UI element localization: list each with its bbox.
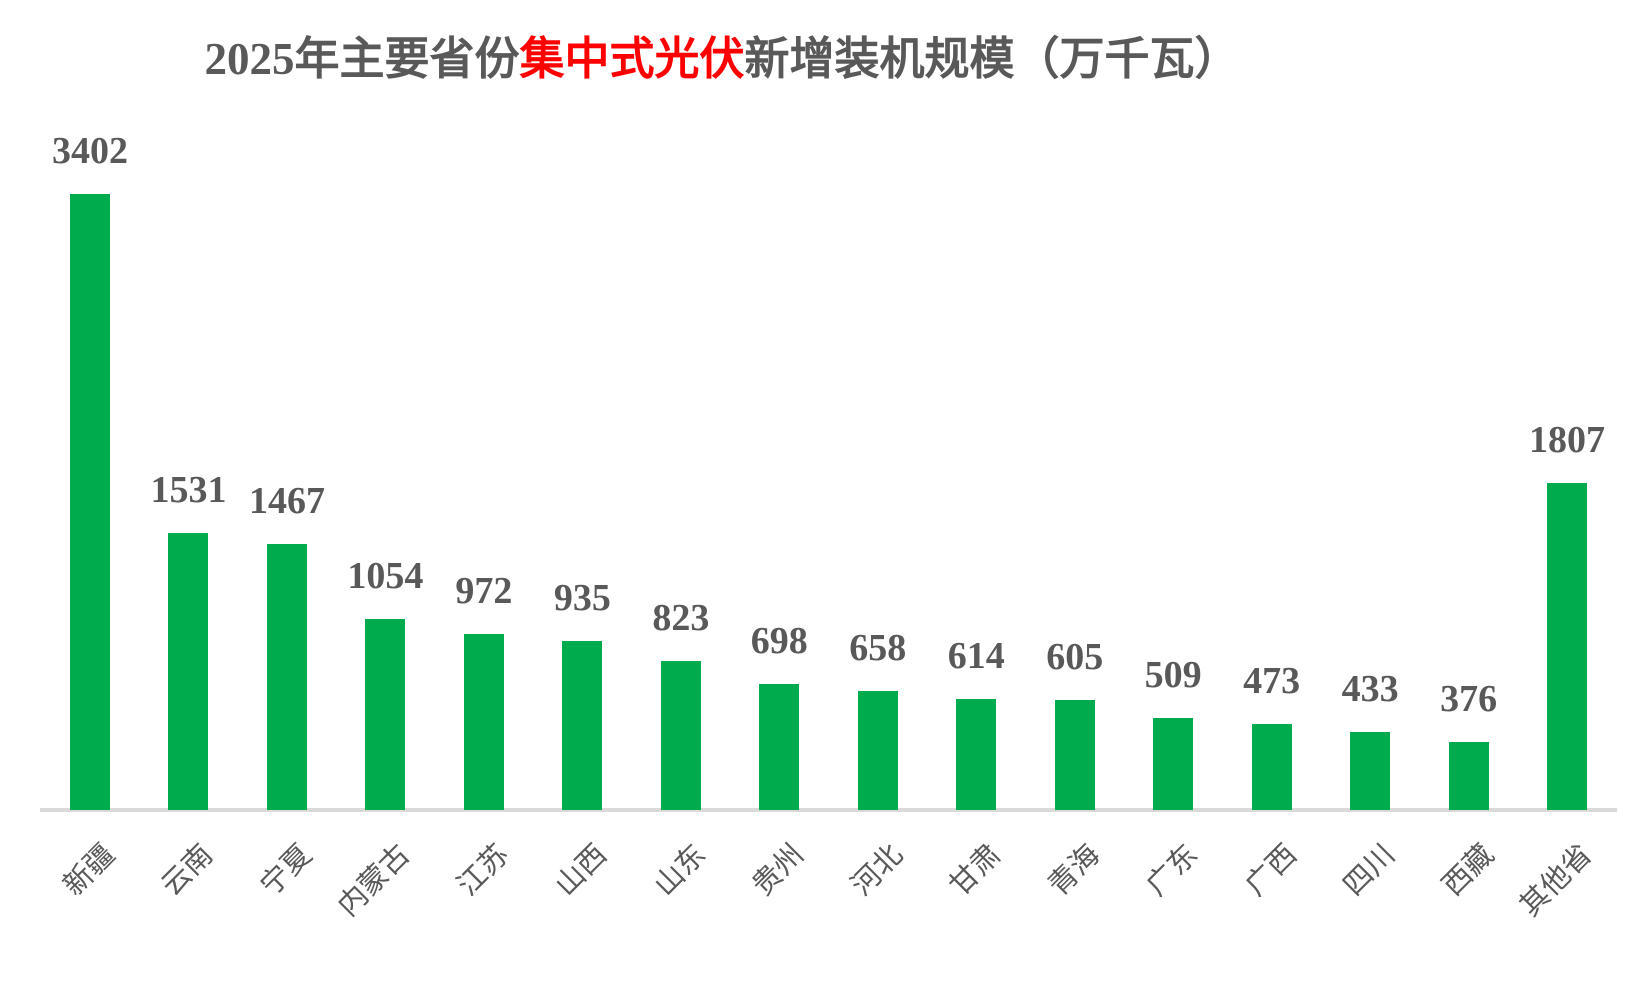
bar-青海 <box>1054 700 1095 810</box>
x-axis-label: 甘肃 <box>943 838 1008 903</box>
bar-贵州 <box>759 684 800 810</box>
bar-value-label: 1467 <box>248 480 325 523</box>
bar-山西 <box>562 641 603 810</box>
bar-江苏 <box>463 634 504 810</box>
x-axis-label: 山西 <box>549 838 614 903</box>
x-axis-label: 其他省 <box>1514 838 1599 923</box>
bar-内蒙古 <box>365 619 406 810</box>
bar-value-label: 509 <box>1144 654 1202 697</box>
x-axis-label: 广东 <box>1140 838 1205 903</box>
x-axis-label: 云南 <box>156 838 220 903</box>
x-axis-label: 广西 <box>1239 838 1303 903</box>
bar-新疆 <box>70 194 110 810</box>
bar-value-label: 614 <box>947 635 1005 678</box>
bar-四川 <box>1350 732 1391 810</box>
bar-value-label: 376 <box>1440 678 1498 721</box>
x-axis-label: 河北 <box>845 838 909 903</box>
x-axis-label: 内蒙古 <box>332 838 417 923</box>
bar-云南 <box>168 533 209 810</box>
x-axis-label: 贵州 <box>746 838 811 903</box>
title-suffix: 新增装机规模（万千瓦） <box>744 34 1240 84</box>
bar-广西 <box>1251 724 1292 810</box>
chart-title: 2025年主要省份集中式光伏新增装机规模（万千瓦） <box>0 34 1444 86</box>
bar-其他省 <box>1547 483 1588 810</box>
x-axis-label: 江苏 <box>451 838 516 903</box>
bar-value-label: 1531 <box>150 469 227 512</box>
bar-value-label: 972 <box>455 570 513 613</box>
bar-西藏 <box>1448 742 1489 810</box>
bar-value-label: 658 <box>849 627 907 670</box>
x-axis-label: 西藏 <box>1436 838 1500 903</box>
x-axis-line <box>40 808 1617 812</box>
title-highlight: 集中式光伏 <box>519 34 745 84</box>
bar-山东 <box>660 661 701 810</box>
x-axis-label: 新疆 <box>57 838 122 903</box>
bar-value-label: 1807 <box>1529 419 1606 462</box>
bar-value-label: 698 <box>750 620 808 663</box>
bar-value-label: 605 <box>1046 636 1104 679</box>
x-axis-label: 宁夏 <box>254 838 319 903</box>
bar-value-label: 823 <box>652 597 710 640</box>
bar-value-label: 433 <box>1341 668 1399 711</box>
x-axis-label: 四川 <box>1337 838 1402 903</box>
bar-河北 <box>857 691 898 810</box>
x-axis-label: 山东 <box>648 838 713 903</box>
title-prefix: 2025年主要省份 <box>204 34 520 84</box>
bar-宁夏 <box>266 544 307 810</box>
bar-甘肃 <box>956 699 997 810</box>
bar-value-label: 473 <box>1243 660 1301 703</box>
bar-value-label: 1054 <box>347 555 424 598</box>
bar-广东 <box>1153 718 1194 810</box>
plot-area: 3402 1531 1467 1054 972 935 823 698 658 614 605 509… <box>40 130 1617 812</box>
bar-value-label: 935 <box>553 577 611 620</box>
bar-value-label: 3402 <box>52 130 128 173</box>
x-axis-label: 青海 <box>1042 838 1106 903</box>
